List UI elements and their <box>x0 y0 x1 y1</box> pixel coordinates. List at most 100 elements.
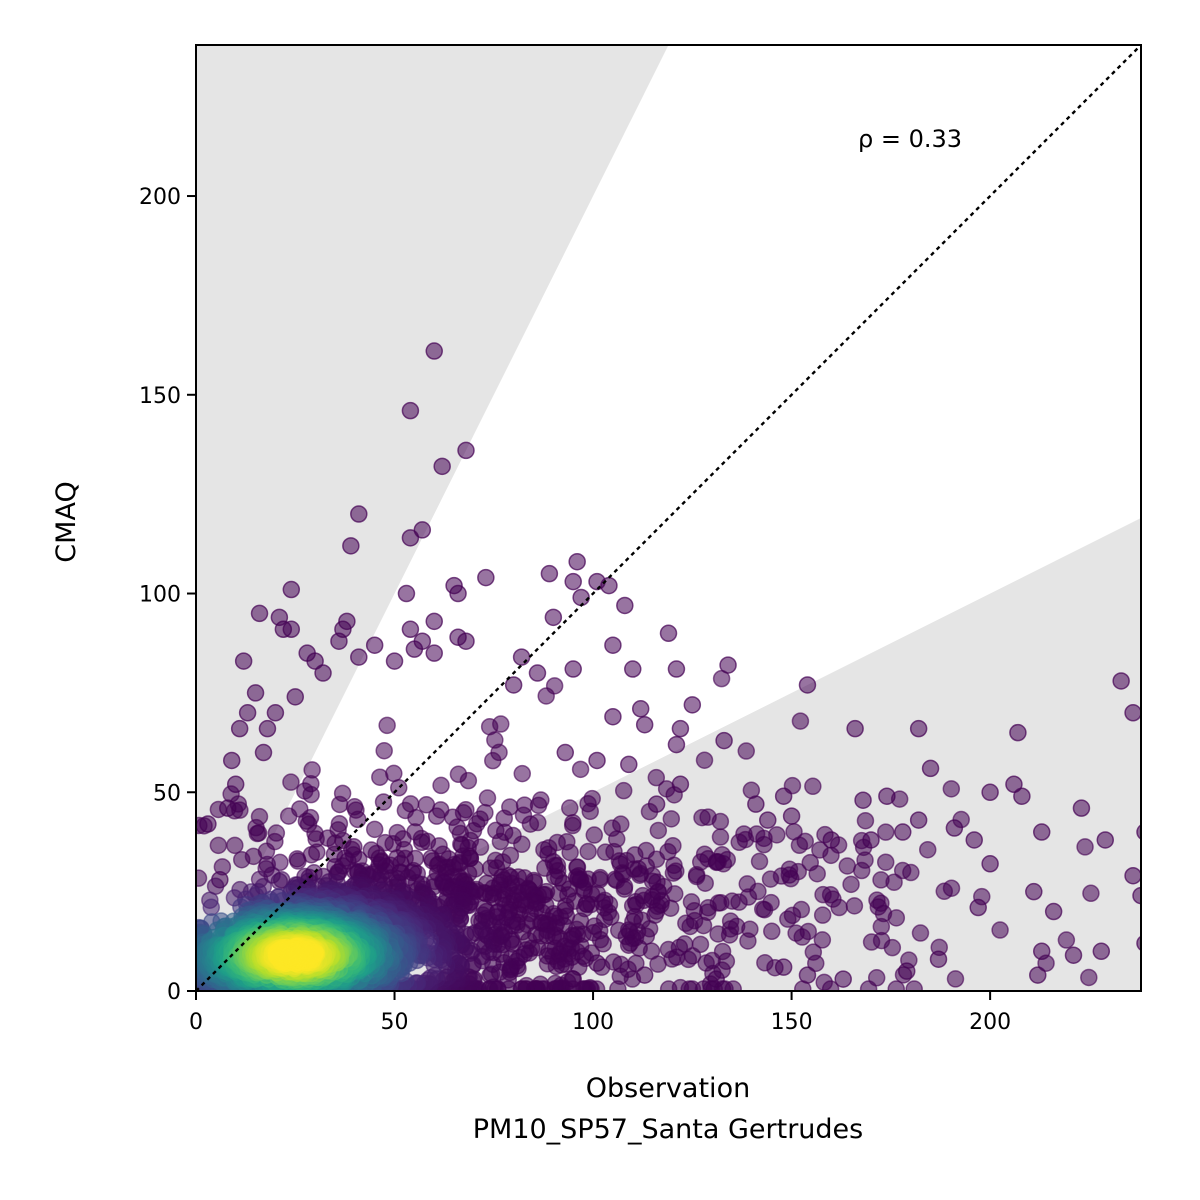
data-point <box>478 789 497 807</box>
data-point <box>856 811 875 830</box>
data-point <box>965 831 983 849</box>
data-point <box>556 743 575 762</box>
x-tick-label: 100 <box>572 1010 614 1035</box>
data-point <box>846 719 864 738</box>
data-point <box>759 811 777 829</box>
data-point <box>401 529 420 547</box>
data-point <box>306 652 324 670</box>
data-point <box>1005 775 1023 794</box>
data-point <box>750 852 769 871</box>
data-point <box>365 820 384 839</box>
data-point <box>909 811 928 829</box>
data-point <box>222 751 241 770</box>
data-point <box>973 887 991 906</box>
data-point <box>196 869 208 887</box>
data-point <box>1044 902 1063 921</box>
data-point <box>815 973 833 991</box>
data-point <box>761 870 780 888</box>
data-point <box>427 807 446 825</box>
data-point <box>572 588 590 607</box>
x-tick-label: 0 <box>189 1010 203 1035</box>
x-axis-subtitle: PM10_SP57_Santa Gertrudes <box>473 1114 863 1145</box>
data-point <box>596 843 615 861</box>
data-point <box>250 604 269 623</box>
data-point <box>811 841 829 859</box>
data-point <box>405 640 424 658</box>
data-point <box>375 741 393 760</box>
data-point <box>1124 866 1141 885</box>
data-point <box>232 850 251 869</box>
plot-frame <box>195 44 1142 992</box>
data-point <box>905 980 923 991</box>
data-point <box>1072 799 1091 817</box>
y-tick-label: 0 <box>167 980 181 1005</box>
identity-line <box>196 45 1141 991</box>
data-point <box>401 620 420 639</box>
band-upper <box>196 45 669 991</box>
data-point <box>709 925 727 943</box>
data-point <box>782 807 801 825</box>
data-point <box>564 660 582 678</box>
x-axis-ticks: 0 50 100 150 200 <box>189 991 1011 1035</box>
data-point <box>1082 884 1100 903</box>
data-point <box>814 885 832 904</box>
data-point <box>581 802 599 821</box>
data-point <box>677 914 695 933</box>
data-point <box>763 922 781 941</box>
data-point <box>425 644 443 662</box>
data-point <box>659 940 678 959</box>
data-point <box>564 572 582 591</box>
data-point <box>1013 787 1031 805</box>
data-point <box>755 835 773 854</box>
y-tick-label: 100 <box>139 583 181 608</box>
data-point <box>330 795 349 814</box>
data-point <box>1092 942 1111 961</box>
data-point <box>286 688 305 706</box>
data-point <box>282 580 301 599</box>
data-point <box>413 833 431 852</box>
data-point <box>695 751 714 769</box>
data-point <box>649 821 668 840</box>
data-point <box>234 652 253 670</box>
data-point <box>909 719 928 738</box>
data-point <box>1025 882 1043 901</box>
data-point <box>254 743 273 762</box>
data-point <box>433 457 451 476</box>
data-point <box>457 632 475 650</box>
correlation-annotation: ρ = 0.33 <box>858 125 962 153</box>
x-tick-label: 50 <box>381 1010 409 1035</box>
data-point <box>513 835 531 854</box>
data-point <box>921 759 940 778</box>
data-point <box>876 853 895 871</box>
data-point <box>238 704 257 722</box>
data-point <box>390 779 408 797</box>
data-point <box>202 898 221 917</box>
data-point <box>1112 672 1130 690</box>
data-point <box>1029 966 1047 984</box>
data-point <box>859 980 878 991</box>
data-point <box>579 842 597 861</box>
data-point <box>659 980 678 991</box>
data-point <box>282 620 301 639</box>
data-point <box>804 777 822 796</box>
data-point <box>302 785 320 804</box>
data-point <box>544 608 563 627</box>
data-point <box>852 861 871 880</box>
data-point <box>449 584 467 603</box>
data-point <box>425 342 443 360</box>
data-point <box>890 790 909 808</box>
data-point <box>664 864 683 882</box>
data-point <box>561 799 579 817</box>
data-point <box>918 840 937 859</box>
data-point <box>563 816 582 835</box>
data-point <box>1096 831 1115 849</box>
data-point <box>790 836 809 855</box>
data-point <box>877 823 895 841</box>
data-point <box>783 776 802 795</box>
data-point <box>808 864 826 883</box>
data-point <box>1124 704 1141 722</box>
data-point <box>935 882 954 901</box>
data-point <box>350 648 368 666</box>
data-point <box>314 664 332 682</box>
